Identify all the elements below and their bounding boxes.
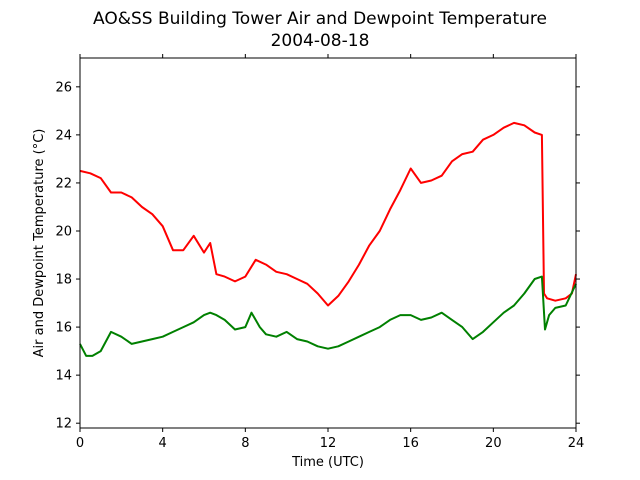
chart-title: AO&SS Building Tower Air and Dewpoint Te… — [93, 9, 547, 29]
y-tick-label: 22 — [55, 176, 72, 191]
y-tick-label: 20 — [55, 224, 72, 239]
x-tick-label: 8 — [241, 436, 249, 451]
y-tick-label: 12 — [55, 417, 72, 432]
x-tick-label: 0 — [76, 436, 84, 451]
x-tick-label: 16 — [402, 436, 419, 451]
x-tick-label: 24 — [568, 436, 585, 451]
series-line-1 — [79, 121, 577, 307]
x-axis-label: Time (UTC) — [291, 455, 364, 470]
plot-frame — [79, 57, 577, 429]
y-tick-label: 16 — [55, 321, 72, 336]
x-tick-label: 4 — [159, 436, 167, 451]
x-tick-label: 20 — [485, 436, 502, 451]
x-axis: 0 4 8 12 16 20 24 — [76, 54, 584, 451]
y-tick-label: 26 — [55, 80, 72, 95]
chart-subtitle: 2004-08-18 — [271, 31, 370, 51]
y-tick-label: 14 — [55, 369, 72, 384]
y-axis-label: Air and Dewpoint Temperature (°C) — [32, 129, 47, 358]
y-axis: 12 14 16 18 20 22 24 26 — [55, 80, 580, 432]
x-tick-label: 12 — [320, 436, 337, 451]
y-tick-label: 24 — [55, 128, 72, 143]
plot-series — [79, 121, 577, 357]
series-line-2 — [79, 275, 577, 357]
y-tick-label: 18 — [55, 273, 72, 288]
